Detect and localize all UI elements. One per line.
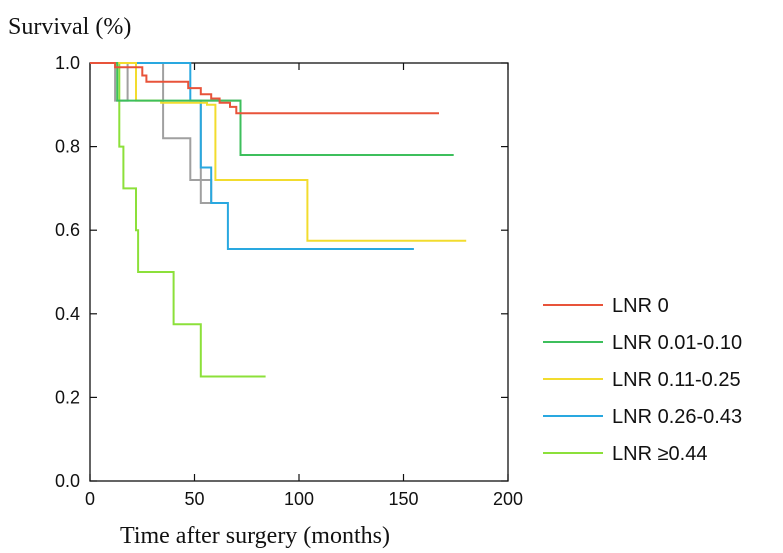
x-tick-label: 200 (493, 489, 523, 509)
y-tick-label: 0.0 (55, 471, 80, 491)
legend-label: LNR ≥0.44 (612, 443, 707, 465)
y-tick-label: 0.2 (55, 387, 80, 407)
y-tick-label: 0.4 (55, 304, 80, 324)
y-axis-title: Survival (%) (8, 14, 131, 40)
legend-label: LNR 0.01-0.10 (612, 332, 742, 354)
legend-label: LNR 0 (612, 295, 669, 317)
legend-label: LNR 0.26-0.43 (612, 406, 742, 428)
x-tick-label: 100 (284, 489, 314, 509)
x-tick-label: 150 (388, 489, 418, 509)
series-line-lnr-026-043 (90, 62, 414, 250)
x-tick-label: 50 (184, 489, 204, 509)
series-line-overlay (114, 62, 242, 204)
x-tick-label: 0 (85, 489, 95, 509)
series-line-lnr-011-025 (90, 62, 467, 242)
y-tick-label: 1.0 (55, 53, 80, 73)
series-line-lnr-0 (90, 62, 439, 115)
legend: LNR 0 LNR 0.01-0.10 LNR 0.11-0.25 LNR 0.26-… (543, 295, 742, 465)
y-tick-label: 0.6 (55, 220, 80, 240)
legend-label: LNR 0.11-0.25 (612, 369, 741, 391)
series-line-lnr-001-010 (90, 62, 454, 156)
x-axis-title: Time after surgery (months) (120, 523, 390, 549)
survival-curves (90, 62, 467, 378)
y-tick-label: 0.8 (55, 137, 80, 157)
axis-ticks: 0.0 0.2 0.4 0.6 0.8 1.0 0 50 100 150 200 (55, 53, 523, 509)
series-line-lnr-044 (90, 62, 266, 378)
